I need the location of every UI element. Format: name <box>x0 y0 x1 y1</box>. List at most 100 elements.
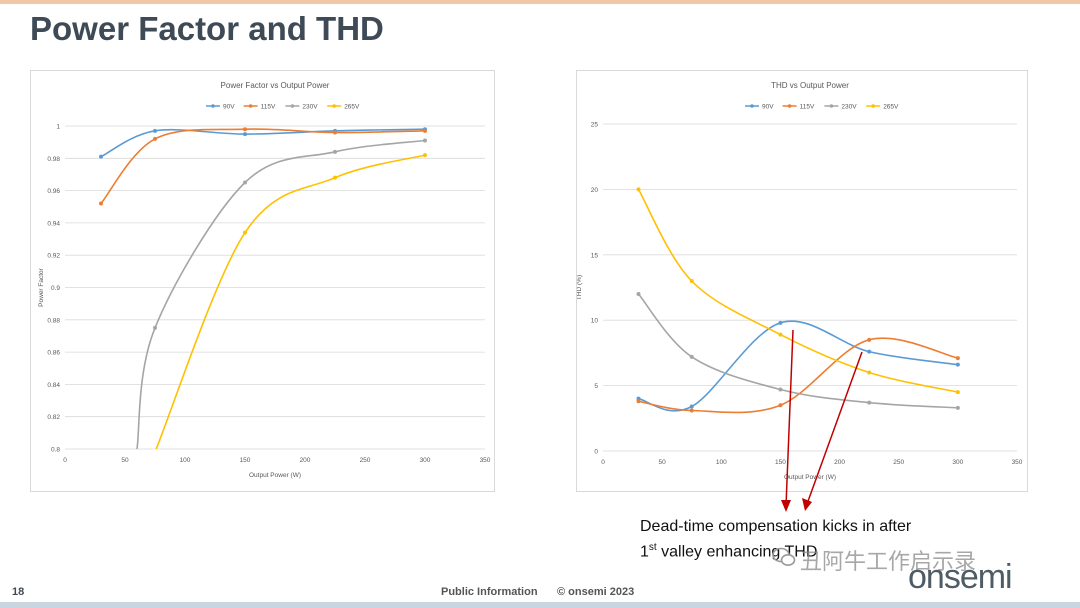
onsemi-logo: onsemi <box>908 558 1013 596</box>
thd-chart-xtick-label: 300 <box>952 459 963 466</box>
pf-chart-legend-label: 265V <box>344 104 360 111</box>
thd-chart-data-point <box>867 400 872 405</box>
pf-chart-data-point <box>153 128 157 133</box>
wechat-icon <box>772 547 796 566</box>
annotation-text: Dead-time compensation kicks in after 1s… <box>640 516 911 562</box>
thd-chart-ytick-label: 15 <box>591 252 599 259</box>
thd-chart-series-line <box>638 320 959 412</box>
thd-chart-legend-marker <box>787 104 792 108</box>
thd-chart-xtick-label: 200 <box>834 459 845 466</box>
thd-chart-legend-marker <box>829 104 834 108</box>
thd-chart-legend-marker <box>750 104 754 108</box>
pf-chart-xtick-label: 50 <box>121 457 129 464</box>
thd-chart-ytick-label: 5 <box>594 383 598 390</box>
pf-chart-xtick-label: 100 <box>180 457 191 464</box>
pf-chart-ytick-label: 0.94 <box>47 220 60 227</box>
pf-chart-legend-label: 230V <box>302 104 318 111</box>
bottom-accent-bar <box>0 602 1080 608</box>
annotation-line-2: 1st valley enhancing THD <box>640 537 911 562</box>
pf-chart-ytick-label: 0.9 <box>51 285 60 292</box>
pf-chart-ytick-label: 0.8 <box>51 447 60 454</box>
pf-chart-legend-marker <box>211 104 215 108</box>
thd-chart-ylabel: THD (%) <box>577 275 583 300</box>
thd-chart-data-point <box>636 187 641 192</box>
pf-chart-ytick-label: 0.92 <box>47 253 60 260</box>
thd-chart-svg: THD vs Output Power 0 5 10 15 20 250 50 100 150 20… <box>577 81 1023 481</box>
pf-chart-xtick-label: 350 <box>480 457 491 464</box>
thd-chart-series-line <box>637 293 958 409</box>
pf-chart-data-point <box>99 154 103 159</box>
pf-chart-legend-marker <box>248 104 253 108</box>
thd-chart-xlabel: Output Power (W) <box>784 474 836 481</box>
thd-chart-data-point <box>689 408 694 413</box>
top-accent-bar <box>0 0 1080 4</box>
thd-chart-xtick-label: 100 <box>716 459 727 466</box>
thd-chart-legend-label: 265V <box>883 104 899 111</box>
pf-chart-data-point <box>153 325 157 330</box>
slide-title: Power Factor and THD <box>30 10 384 47</box>
footer-info: Public Information <box>441 586 538 598</box>
thd-chart-data-point <box>867 349 872 354</box>
thd-chart-ytick-label: 25 <box>591 122 599 129</box>
pf-chart-series-line <box>136 139 426 449</box>
page-number: 18 <box>12 586 25 598</box>
thd-chart-ytick-label: 10 <box>591 318 599 325</box>
thd-chart-data-point <box>778 403 783 408</box>
watermark-text: 丑阿牛工作启示录 <box>800 550 977 575</box>
pf-chart-ytick-label: 0.96 <box>47 188 60 195</box>
pf-chart-data-point <box>153 136 157 141</box>
pf-chart-series-line <box>155 154 426 449</box>
pf-chart-ytick-label: 0.88 <box>47 317 60 324</box>
thd-chart-data-point <box>689 354 694 359</box>
thd-chart-xtick-label: 50 <box>659 459 667 466</box>
pf-chart-xlabel: Output Power (W) <box>249 472 301 479</box>
pf-chart-xtick-label: 150 <box>240 457 251 464</box>
pf-chart-xtick-label: 250 <box>360 457 371 464</box>
pf-chart-legend-marker <box>332 104 337 108</box>
thd-chart-data-point <box>955 356 960 361</box>
thd-chart-title: THD vs Output Power <box>771 81 849 90</box>
pf-chart-legend-label: 115V <box>261 104 276 111</box>
pf-chart-ytick-label: 0.86 <box>47 350 60 357</box>
thd-chart-legend-label: 90V <box>762 104 774 111</box>
annotation-line-1: Dead-time compensation kicks in after <box>640 518 912 535</box>
pf-chart-ytick-label: 1 <box>56 124 60 131</box>
thd-chart-xtick-label: 150 <box>775 459 786 466</box>
thd-chart-data-point <box>867 337 872 342</box>
thd-chart-data-point <box>955 390 960 395</box>
thd-chart-legend-marker <box>871 104 875 108</box>
pf-chart-title: Power Factor vs Output Power <box>221 81 330 90</box>
annotation-arrowhead-1 <box>781 500 791 512</box>
annotation-arrowhead-2 <box>802 498 812 511</box>
pf-chart-data-point <box>243 180 247 185</box>
pf-chart-data-point <box>423 128 427 133</box>
thd-chart-data-point <box>778 320 783 325</box>
pf-chart-data-point <box>423 138 427 143</box>
thd-chart-ytick-label: 0 <box>594 449 598 456</box>
annotation-line-2-rest: valley enhancing THD <box>656 543 818 561</box>
pf-chart-data-point <box>243 127 247 132</box>
thd-chart-data-point <box>636 399 641 404</box>
thd-chart-xtick-label: 250 <box>893 459 904 466</box>
pf-chart-data-point <box>99 201 103 206</box>
thd-chart-series-line <box>637 188 959 393</box>
thd-chart-data-point <box>689 278 694 283</box>
pf-chart-legend-label: 90V <box>223 104 235 111</box>
pf-chart-xtick-label: 200 <box>300 457 311 464</box>
thd-chart-ytick-label: 20 <box>591 187 599 194</box>
pf-chart-plot: Power Factor vs Output Power 0.8 0.82 0.84 0… <box>38 81 491 479</box>
thd-chart-data-point <box>778 387 783 392</box>
thd-chart: THD vs Output Power 0 5 10 15 20 25 0 50 100 150 20… <box>576 70 1028 492</box>
pf-chart-ylabel: Power Factor <box>38 267 45 306</box>
power-factor-chart-svg: Power Factor vs Output Power 0.8 0.82 0.84 0… <box>38 81 491 479</box>
pf-chart-xtick-label: 0 <box>63 457 67 464</box>
thd-chart-data-point <box>636 292 641 297</box>
pf-chart-data-point <box>243 132 247 137</box>
thd-chart-data-point <box>955 405 960 410</box>
pf-chart-ytick-label: 0.84 <box>47 382 60 389</box>
thd-chart-legend-label: 230V <box>841 104 857 111</box>
pf-chart-data-point <box>333 175 337 180</box>
thd-chart-data-point <box>867 370 872 375</box>
thd-chart-data-point <box>778 332 783 337</box>
power-factor-chart: Power Factor vs Output Power 0.8 0.82 0.84 0… <box>30 70 495 492</box>
